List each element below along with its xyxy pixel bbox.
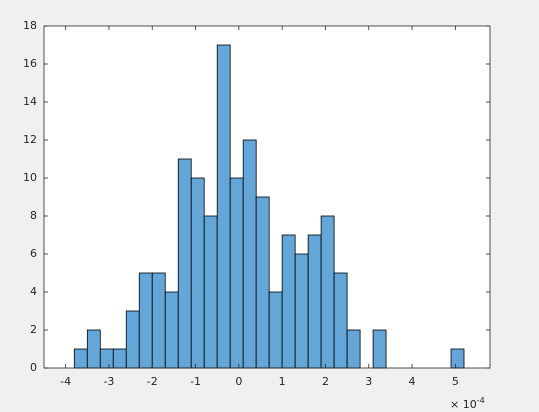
bar: [203, 215, 218, 369]
y-tick-label: 6: [30, 247, 37, 260]
y-tick-label: 12: [23, 133, 37, 146]
bar: [450, 348, 465, 369]
bar: [164, 291, 179, 369]
bar: [229, 177, 244, 369]
y-tick-label: 4: [30, 285, 37, 298]
bar: [307, 234, 322, 369]
bar: [86, 329, 101, 369]
bar: [151, 272, 166, 369]
bar: [333, 272, 348, 369]
x-tick-label: -1: [190, 375, 201, 388]
y-tick-label: 16: [23, 57, 37, 70]
bar: [281, 234, 296, 369]
x-tick-label: 5: [452, 375, 459, 388]
bar: [190, 177, 205, 369]
x-tick-label: 1: [279, 375, 286, 388]
x-tick-label: 4: [409, 375, 416, 388]
bar: [255, 196, 270, 369]
x-exponent-base: × 10: [450, 398, 477, 411]
y-tick-label: 10: [23, 171, 37, 184]
x-exponent-power: -4: [477, 396, 485, 405]
bar: [294, 253, 309, 369]
axes-box: [43, 25, 491, 369]
y-tick-label: 0: [30, 361, 37, 374]
bar: [125, 310, 140, 369]
x-tick-label: -2: [147, 375, 158, 388]
x-tick-label: 3: [365, 375, 372, 388]
bar: [320, 215, 335, 369]
bar: [242, 139, 257, 369]
bar: [346, 329, 361, 369]
bar: [112, 348, 127, 369]
bar: [99, 348, 114, 369]
bar: [216, 44, 231, 369]
bar: [372, 329, 387, 369]
y-tick-label: 14: [23, 95, 37, 108]
bar: [177, 158, 192, 369]
bar: [73, 348, 88, 369]
y-tick-label: 18: [23, 19, 37, 32]
bar: [138, 272, 153, 369]
x-tick-label: 2: [322, 375, 329, 388]
x-tick-label: -3: [103, 375, 114, 388]
x-tick-label: 0: [235, 375, 242, 388]
x-exponent: × 10-4: [450, 396, 485, 412]
bar: [268, 291, 283, 369]
y-tick-label: 2: [30, 323, 37, 336]
y-tick-label: 8: [30, 209, 37, 222]
x-tick-label: -4: [60, 375, 71, 388]
